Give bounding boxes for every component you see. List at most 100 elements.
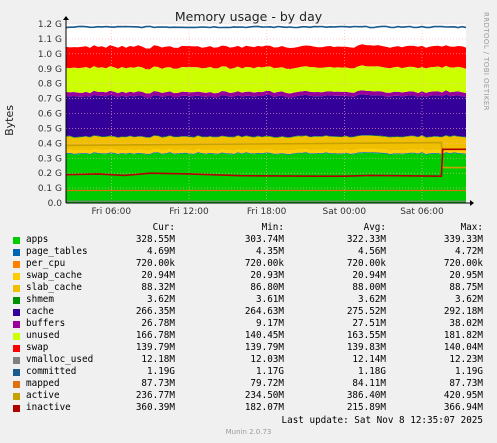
legend-swatch xyxy=(13,272,20,280)
legend-row: inactive 360.39M 182.07M 215.89M 366.94M xyxy=(0,402,497,414)
legend-min-value: 79.72M xyxy=(250,378,284,389)
legend-series-name: swap xyxy=(26,342,49,353)
legend-cur-value: 3.62M xyxy=(147,294,175,305)
y-tick-label: 0.6 G xyxy=(38,110,62,120)
legend-avg-value: 386.40M xyxy=(346,390,386,401)
legend-swatch xyxy=(13,368,20,376)
legend-avg-value: 215.89M xyxy=(346,402,386,413)
legend-min-value: 303.74M xyxy=(244,234,284,245)
legend-header-cell: Max: xyxy=(460,222,483,233)
legend-min-value: 140.45M xyxy=(244,330,284,341)
legend-avg-value: 720.00k xyxy=(346,258,386,269)
legend-min-value: 264.63M xyxy=(244,306,284,317)
y-tick-label: 0.7 G xyxy=(38,95,62,105)
x-axis-arrow xyxy=(470,200,474,206)
legend-max-value: 87.73M xyxy=(449,378,483,389)
legend-max-value: 3.62M xyxy=(455,294,483,305)
legend-max-value: 339.33M xyxy=(443,234,483,245)
legend-row: swap 139.79M 139.79M 139.83M 140.04M xyxy=(0,342,497,354)
area-swap-cache xyxy=(66,148,466,154)
legend-max-value: 420.95M xyxy=(443,390,483,401)
y-tick-label: 0.9 G xyxy=(38,65,62,75)
legend-min-value: 3.61M xyxy=(256,294,284,305)
legend-series-name: mapped xyxy=(26,378,60,389)
legend-min-value: 86.80M xyxy=(250,282,284,293)
legend-avg-value: 3.62M xyxy=(358,294,386,305)
legend-min-value: 12.03M xyxy=(250,354,284,365)
legend-swatch xyxy=(13,260,20,268)
rrdtool-watermark: RRDTOOL / TOBI OETIKER xyxy=(482,12,490,111)
legend-avg-value: 84.11M xyxy=(352,378,386,389)
y-tick-label: 0.2 G xyxy=(38,169,62,179)
legend-swatch xyxy=(13,320,20,328)
legend-row: buffers 26.78M 9.17M 27.51M 38.02M xyxy=(0,318,497,330)
legend-series-name: unused xyxy=(26,330,60,341)
legend-avg-value: 12.14M xyxy=(352,354,386,365)
legend-cur-value: 139.79M xyxy=(135,342,175,353)
legend-swatch xyxy=(13,332,20,340)
legend-cur-value: 1.19G xyxy=(147,366,175,377)
legend-max-value: 4.72M xyxy=(455,246,483,257)
legend-row: active 236.77M 234.50M 386.40M 420.95M xyxy=(0,390,497,402)
legend-avg-value: 4.56M xyxy=(358,246,386,257)
legend-row: swap_cache 20.94M 20.93M 20.94M 20.95M xyxy=(0,270,497,282)
legend-row: apps 328.55M 303.74M 322.33M 339.33M xyxy=(0,234,497,246)
legend-swatch xyxy=(13,356,20,364)
legend-cur-value: 360.39M xyxy=(135,402,175,413)
legend-series-name: vmalloc_used xyxy=(26,354,94,365)
line-inactive xyxy=(65,148,466,178)
legend-table: Cur: Min: Avg: Max: apps 328.55M 303.74M 322.33… xyxy=(0,222,497,414)
legend-avg-value: 20.94M xyxy=(352,270,386,281)
area-cache xyxy=(66,94,466,138)
legend-swatch xyxy=(13,404,20,412)
legend-avg-value: 1.18G xyxy=(358,366,386,377)
legend-series-name: inactive xyxy=(26,402,71,413)
y-tick-label: 0.8 G xyxy=(38,80,62,90)
legend-min-value: 4.35M xyxy=(256,246,284,257)
legend-avg-value: 27.51M xyxy=(352,318,386,329)
legend-row: page_tables 4.69M 4.35M 4.56M 4.72M xyxy=(0,246,497,258)
legend-max-value: 181.82M xyxy=(443,330,483,341)
legend-header-cell: Cur: xyxy=(152,222,175,233)
legend-cur-value: 87.73M xyxy=(141,378,175,389)
x-tick-label: Fri 06:00 xyxy=(92,207,132,217)
chart-title: Memory usage - by day xyxy=(174,9,323,24)
legend-max-value: 140.04M xyxy=(443,342,483,353)
x-tick-label: Fri 18:00 xyxy=(247,207,287,217)
legend-cur-value: 166.78M xyxy=(135,330,175,341)
y-tick-label: 0.0 xyxy=(48,199,63,209)
x-tick-label: Sat 00:00 xyxy=(323,207,367,217)
legend-max-value: 88.75M xyxy=(449,282,483,293)
legend-max-value: 366.94M xyxy=(443,402,483,413)
area-unused xyxy=(66,65,466,94)
legend-series-name: cache xyxy=(26,306,54,317)
legend-swatch xyxy=(13,308,20,316)
legend-avg-value: 139.83M xyxy=(346,342,386,353)
y-axis-arrow xyxy=(63,16,69,20)
legend-row: shmem 3.62M 3.61M 3.62M 3.62M xyxy=(0,294,497,306)
legend-max-value: 292.18M xyxy=(443,306,483,317)
y-tick-label: 1.2 G xyxy=(38,20,62,30)
memory-usage-chart: 0.0 0.1 G 0.2 G 0.3 G 0.4 G 0.5 G 0.6 G 0.7 G 0.… xyxy=(38,16,474,217)
legend-swatch xyxy=(13,392,20,400)
legend-cur-value: 328.55M xyxy=(135,234,175,245)
y-tick-label: 1.0 G xyxy=(38,50,62,60)
legend-max-value: 720.00k xyxy=(443,258,483,269)
legend-row: slab_cache 88.32M 86.80M 88.00M 88.75M xyxy=(0,282,497,294)
legend-cur-value: 88.32M xyxy=(141,282,175,293)
legend-swatch xyxy=(13,296,20,304)
legend-min-value: 720.00k xyxy=(244,258,284,269)
legend-min-value: 9.17M xyxy=(256,318,284,329)
legend-avg-value: 275.52M xyxy=(346,306,386,317)
legend-series-name: shmem xyxy=(26,294,54,305)
legend-swatch xyxy=(13,344,20,352)
legend-cur-value: 4.69M xyxy=(147,246,175,257)
legend-cur-value: 26.78M xyxy=(141,318,175,329)
legend-series-name: buffers xyxy=(26,318,66,329)
line-committed xyxy=(65,25,467,29)
y-tick-label: 0.1 G xyxy=(38,184,62,194)
legend-swatch xyxy=(13,248,20,256)
legend-min-value: 139.79M xyxy=(244,342,284,353)
x-tick-label: Sat 06:00 xyxy=(400,207,444,217)
legend-series-name: per_cpu xyxy=(26,258,66,269)
